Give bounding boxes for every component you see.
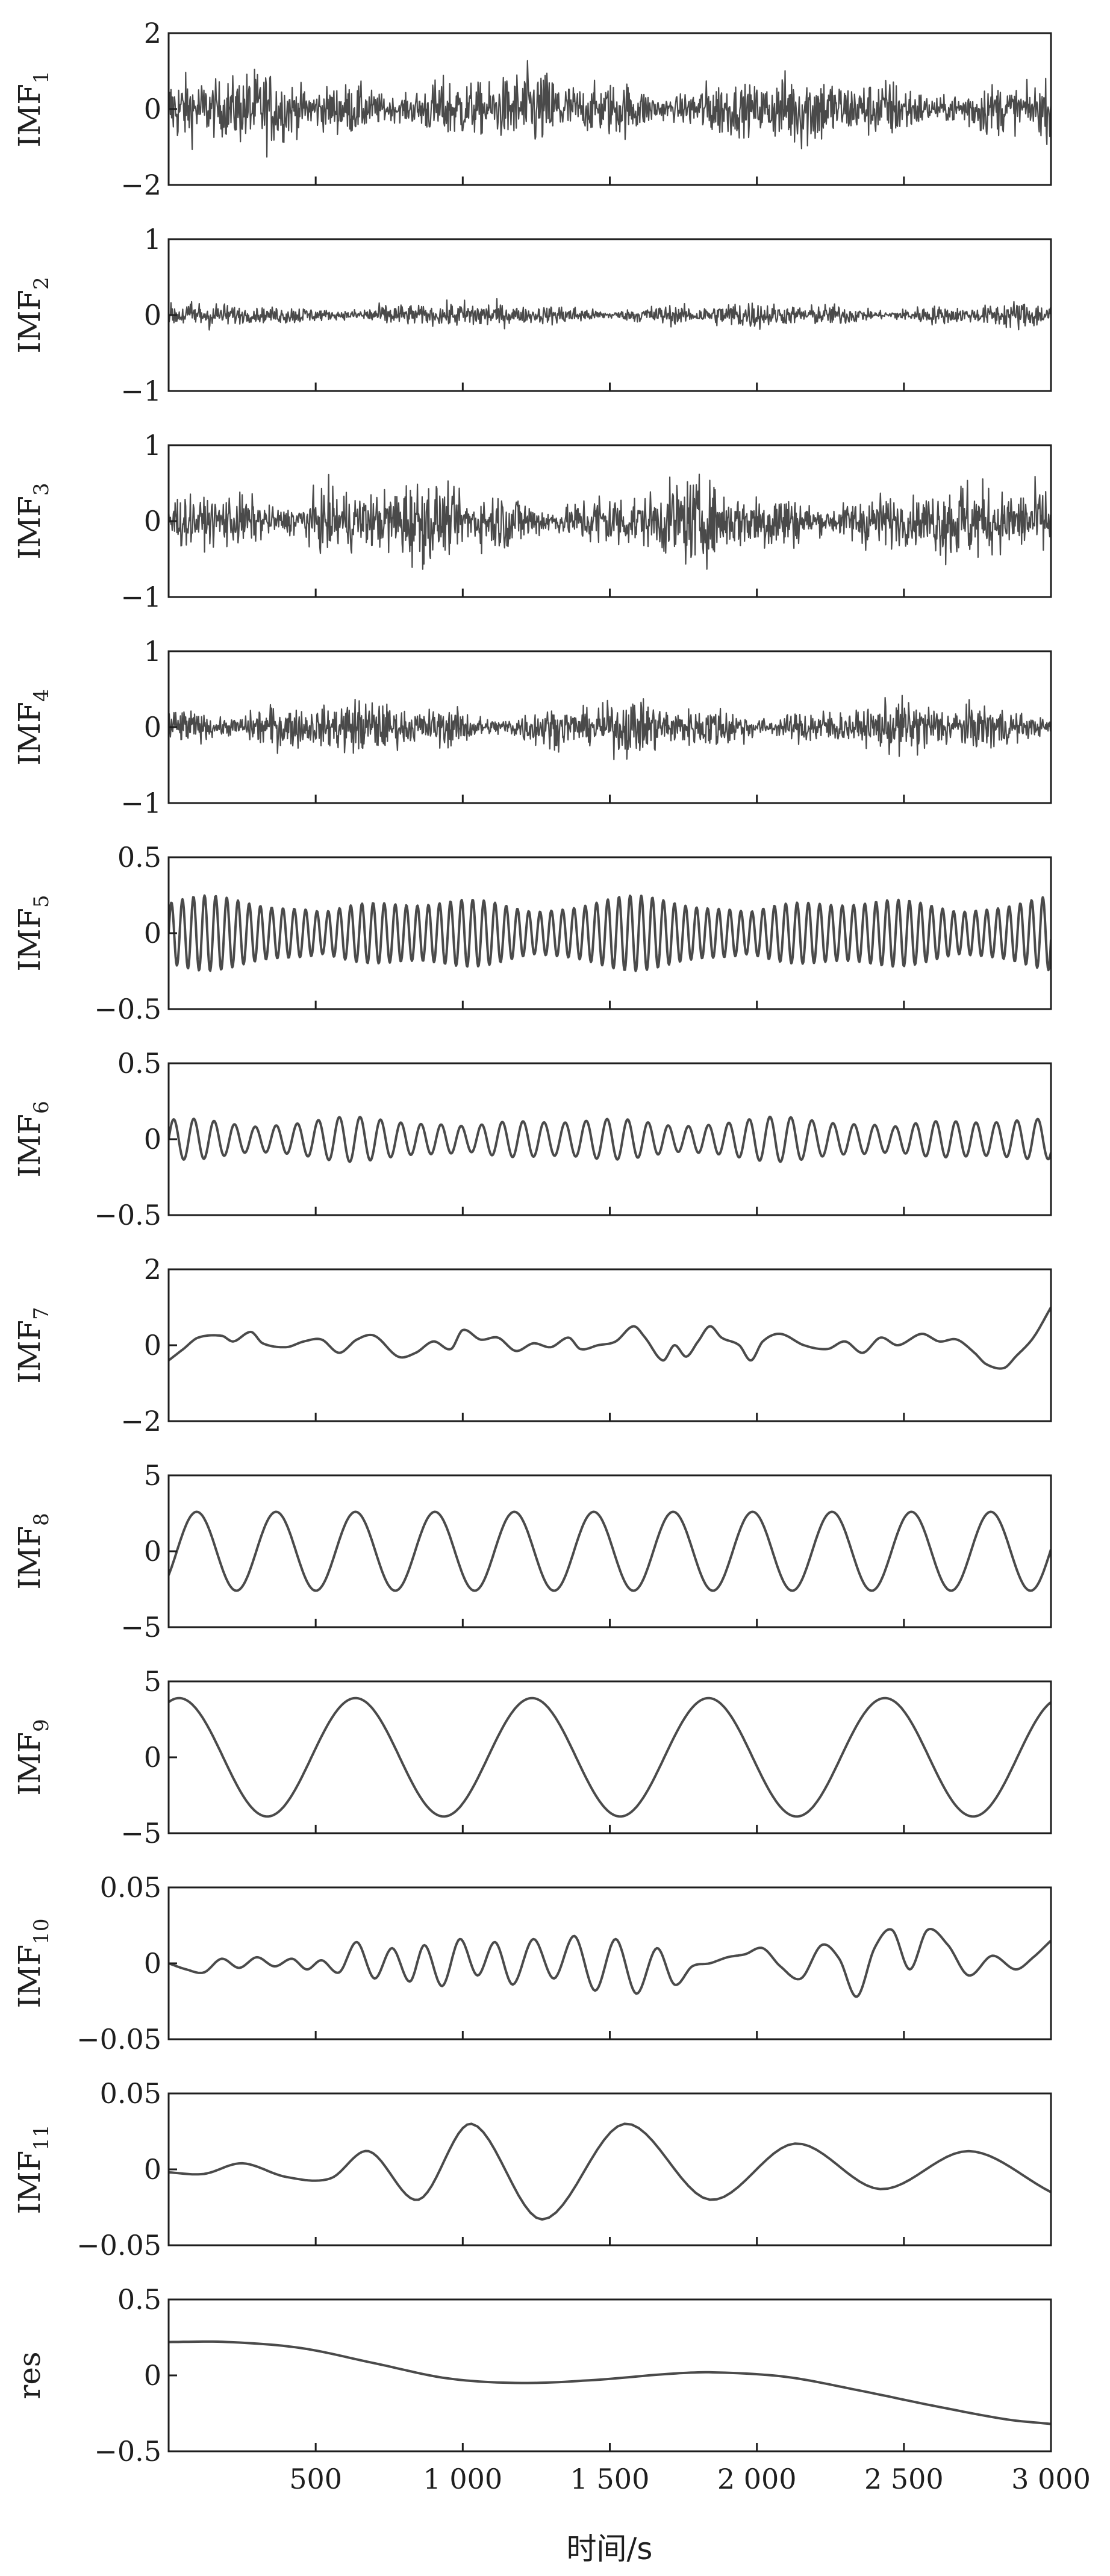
y-tick-label: 0 <box>144 93 161 125</box>
x-tick-label: 2 000 <box>717 2463 797 2495</box>
x-tick-label: 2 500 <box>864 2463 944 2495</box>
y-tick-label: −1 <box>120 375 161 407</box>
y-axis-label: res <box>12 2351 47 2399</box>
series-line-3 <box>169 474 1051 570</box>
y-tick-label: 0.5 <box>117 2283 161 2316</box>
plot-frame <box>167 1886 1052 2040</box>
y-tick-label: −0.05 <box>76 2023 161 2055</box>
y-tick-label: 1 <box>144 635 161 667</box>
x-tick-label: 1 500 <box>570 2463 650 2495</box>
y-axis-label: IMF7 <box>12 1307 54 1383</box>
subplot-5: 0.5 0 −0.5 IMF5 <box>12 841 1052 1025</box>
y-tick-label: −5 <box>120 1817 161 1849</box>
series-line-5 <box>169 894 1051 972</box>
y-axis-label: IMF6 <box>12 1101 54 1177</box>
y-axis-label: IMF3 <box>12 483 54 559</box>
y-tick-label: 0 <box>144 1741 161 1774</box>
y-tick-label: −5 <box>120 1611 161 1643</box>
x-tick-label: 500 <box>289 2463 342 2495</box>
y-tick-label: 0 <box>144 1947 161 1980</box>
y-tick-label: 0.5 <box>117 1047 161 1080</box>
plot-frame <box>167 1062 1052 1216</box>
y-tick-label: 0 <box>144 2359 161 2392</box>
y-tick-label: 0 <box>144 2153 161 2186</box>
subplot-4: 1 0 −1 IMF4 <box>12 635 1052 819</box>
y-tick-label: 0 <box>144 1123 161 1155</box>
plot-frame <box>167 1474 1052 1628</box>
y-tick-label: −2 <box>120 169 161 201</box>
y-axis-label: IMF5 <box>12 895 54 971</box>
y-axis-label: IMF4 <box>12 689 54 765</box>
series-line-8 <box>169 1510 1051 1592</box>
series-line-1 <box>169 60 1051 158</box>
subplot-9: 5 0 −5 IMF9 <box>12 1665 1052 1849</box>
y-axis-label: IMF8 <box>12 1513 54 1589</box>
y-tick-label: −1 <box>120 787 161 819</box>
y-tick-label: −0.5 <box>94 993 161 1025</box>
subplot-10: 0.05 0 −0.05 IMF10 <box>12 1871 1052 2055</box>
y-tick-label: 0 <box>144 505 161 537</box>
plot-frame <box>167 1268 1052 1422</box>
series-line-4 <box>169 695 1051 760</box>
y-tick-label: −1 <box>120 581 161 613</box>
series-line-2 <box>169 298 1051 331</box>
y-axis-label: IMF2 <box>12 277 54 353</box>
subplot-stack: 20−2IMF110−1IMF210−1IMF310−1IMF40.50−0.5… <box>12 17 1052 2468</box>
plot-frame <box>167 2092 1052 2246</box>
series-line-7 <box>169 1307 1051 1370</box>
y-tick-label: −2 <box>120 1405 161 1437</box>
y-tick-label: 0.05 <box>100 1871 161 1904</box>
y-tick-label: 5 <box>144 1459 161 1492</box>
y-tick-label: 0 <box>144 917 161 949</box>
y-tick-label: −0.5 <box>94 2435 161 2468</box>
y-tick-label: 0.5 <box>117 841 161 874</box>
y-tick-label: 0 <box>144 1329 161 1361</box>
subplot-12: 0.5 0 −0.5 res <box>12 2283 1052 2468</box>
y-axis-label: IMF11 <box>12 2125 54 2215</box>
series-line-12 <box>169 2340 1051 2425</box>
y-tick-label: −0.5 <box>94 1199 161 1231</box>
y-axis-label: IMF10 <box>12 1919 54 2009</box>
subplot-3: 1 0 −1 IMF3 <box>12 429 1052 613</box>
plot-frame <box>167 2298 1052 2453</box>
series-line-11 <box>169 2122 1051 2221</box>
y-axis-label: IMF1 <box>12 70 54 147</box>
y-tick-label: 0.05 <box>100 2077 161 2110</box>
series-line-6 <box>169 1115 1051 1163</box>
y-tick-label: −0.05 <box>76 2229 161 2262</box>
series-line-9 <box>169 1696 1051 1818</box>
x-tick-label: 3 000 <box>1011 2463 1091 2495</box>
subplot-8: 5 0 −5 IMF8 <box>12 1459 1052 1643</box>
x-tick-label: 1 000 <box>423 2463 502 2495</box>
y-axis-label: IMF9 <box>12 1719 54 1795</box>
subplot-2: 1 0 −1 IMF2 <box>12 223 1052 407</box>
y-tick-label: 2 <box>144 17 161 49</box>
x-axis-label: 时间/s <box>567 2531 653 2566</box>
subplot-6: 0.5 0 −0.5 IMF6 <box>12 1047 1052 1231</box>
y-tick-label: 5 <box>144 1665 161 1698</box>
plot-frame <box>167 1680 1052 1834</box>
subplot-11: 0.05 0 −0.05 IMF11 <box>12 2077 1052 2262</box>
shared-x-axis: 500 1 000 1 500 2 000 2 500 3 000 <box>289 2463 1091 2495</box>
y-tick-label: 0 <box>144 711 161 743</box>
subplot-7: 2 0 −2 IMF7 <box>12 1253 1052 1437</box>
y-tick-label: 1 <box>144 429 161 461</box>
y-tick-label: 2 <box>144 1253 161 1286</box>
y-tick-label: 1 <box>144 223 161 255</box>
series-line-10 <box>169 1928 1051 1998</box>
y-tick-label: 0 <box>144 1535 161 1568</box>
subplot-1: 2 0 −2 IMF1 <box>12 17 1052 201</box>
y-tick-label: 0 <box>144 299 161 331</box>
